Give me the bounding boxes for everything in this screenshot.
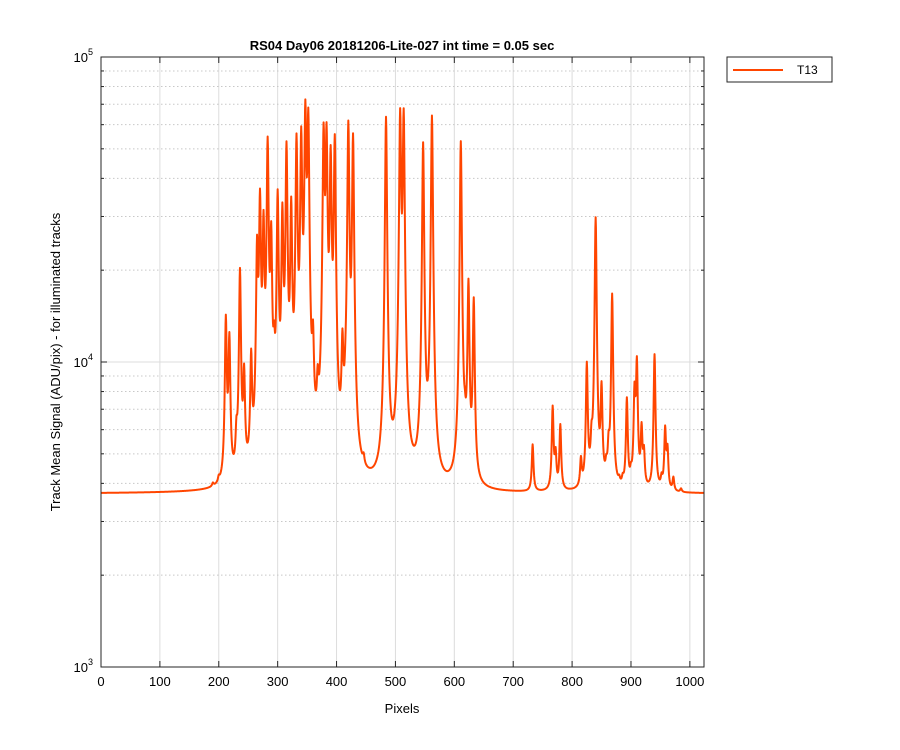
x-tick-label: 300 [267,674,289,689]
x-tick-label: 200 [208,674,230,689]
x-tick-label: 400 [326,674,348,689]
legend-label-t13: T13 [797,63,818,77]
tick-marks [100,56,704,668]
x-tick-label: 900 [620,674,642,689]
x-tick-label: 100 [149,674,171,689]
x-tick-label: 1000 [675,674,704,689]
x-tick-label: 700 [502,674,524,689]
legend: T13 [726,56,833,83]
chart-title: RS04 Day06 20181206-Lite-027 int time = … [250,38,555,53]
x-tick-label: 600 [443,674,465,689]
x-tick-label: 800 [561,674,583,689]
y-axis-label: Track Mean Signal (ADU/pix) - for illumi… [48,212,63,511]
x-tick-label: 0 [97,674,104,689]
series-line-t13 [100,98,705,494]
grid-lines [100,56,704,668]
tick-labels: 0 100 200 300 400 500 600 700 800 900 100010310410… [74,47,705,689]
x-axis-label: Pixels [385,701,420,716]
series-layer [100,98,705,494]
x-tick-label: 500 [385,674,407,689]
